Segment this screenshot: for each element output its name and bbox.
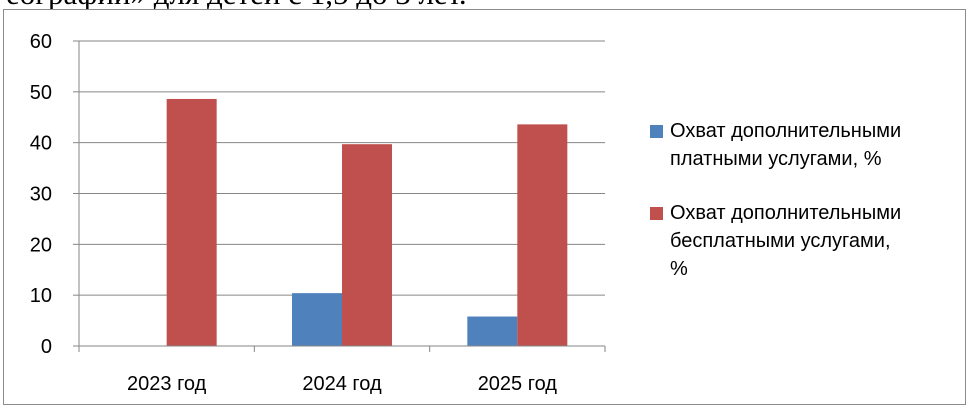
bar-series-2-0 [166, 98, 217, 346]
y-tick-label: 40 [30, 133, 52, 155]
tick-labels: 0 10 20 30 40 50 60 2023 год 2024 год 2025 год [30, 31, 558, 395]
y-tick-label: 60 [30, 31, 52, 53]
legend-swatch-paid [650, 125, 663, 138]
legend-label-free-line-1: Охват дополнительными [670, 202, 902, 224]
y-tick-label: 50 [30, 82, 52, 104]
bar-series-2-2 [517, 124, 568, 346]
legend-label-paid-line-2: платными услугами, % [670, 148, 882, 170]
y-tick-label: 0 [41, 336, 52, 358]
y-tick-label: 10 [30, 285, 52, 307]
axes [73, 40, 606, 352]
document-text-fragment: еографии» для детей с 1,5 до 3 лет. [6, 0, 467, 12]
x-tick-label: 2024 год [302, 373, 382, 395]
x-tick-label: 2023 год [127, 373, 207, 395]
legend-item-free: Охват дополнительными бесплатными услуга… [650, 199, 965, 283]
bar-series-1-2 [467, 316, 518, 346]
y-tick-label: 20 [30, 234, 52, 256]
bar-series-1-1 [292, 293, 342, 346]
legend-item-paid: Охват дополнительными платными услугами,… [650, 117, 965, 173]
legend-label-free-line-3: % [670, 258, 688, 280]
y-tick-label: 30 [30, 184, 52, 206]
bars [166, 98, 568, 346]
legend-label-free-line-2: бесплатными услугами, [670, 230, 891, 252]
legend-label-paid-line-1: Охват дополнительными [670, 120, 902, 142]
x-tick-label: 2025 год [478, 373, 558, 395]
legend-swatch-free [650, 207, 663, 220]
bar-series-2-1 [342, 144, 392, 346]
legend: Охват дополнительными платными услугами,… [650, 117, 965, 309]
